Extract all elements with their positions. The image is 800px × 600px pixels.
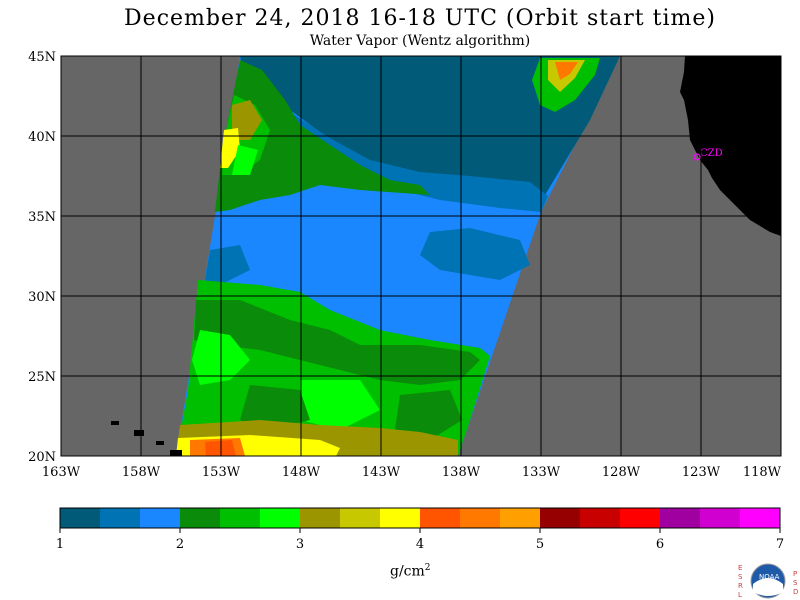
swath-west-yellow	[220, 128, 240, 168]
colorbar-swatch	[260, 508, 301, 528]
colorbar-swatch	[100, 508, 141, 528]
svg-text:S: S	[793, 579, 798, 587]
lon-tick-label: 138W	[442, 465, 481, 480]
swath-south-dark-2	[240, 385, 310, 430]
svg-text:E: E	[738, 564, 742, 572]
lon-tick-label: 133W	[522, 465, 561, 480]
swath-south-dark-3	[395, 390, 462, 440]
swath-center-blue	[420, 228, 530, 280]
svg-text:NOAA: NOAA	[759, 573, 780, 581]
lon-tick-label: 118W	[743, 465, 782, 480]
svg-text:R: R	[738, 582, 743, 590]
land-north-america	[680, 56, 781, 236]
lon-tick-label: 153W	[202, 465, 241, 480]
colorbar: 1 2 3 4 5 6 7	[56, 507, 784, 552]
svg-text:D: D	[793, 588, 798, 596]
lat-tick-label: 20N	[28, 450, 56, 465]
colorbar-swatch	[140, 508, 181, 528]
island-4	[170, 450, 182, 456]
graticule: 163W 158W 153W 148W 143W 138W 133W 128W 123W 118W…	[28, 50, 782, 480]
colorbar-swatch	[740, 508, 781, 528]
station-marker	[693, 153, 701, 161]
colorbar-tick-label: 2	[176, 537, 184, 552]
colorbar-tick-label: 4	[416, 537, 424, 552]
swath-west-green	[215, 60, 430, 212]
lat-tick-label: 25N	[28, 370, 56, 385]
colorbar-swatch	[380, 508, 421, 528]
colorbar-tick-label: 5	[536, 537, 544, 552]
swath-center-blue-2	[205, 245, 250, 285]
colorbar-swatch	[340, 508, 381, 528]
colorbar-swatch	[660, 508, 701, 528]
colorbar-swatch	[580, 508, 621, 528]
svg-text:P: P	[793, 570, 797, 578]
lat-tick-label: 45N	[28, 50, 56, 65]
lon-tick-label: 143W	[362, 465, 401, 480]
lon-tick-label: 163W	[42, 465, 81, 480]
colorbar-tick-label: 1	[56, 537, 64, 552]
lon-tick-label: 128W	[602, 465, 641, 480]
colorbar-swatch	[500, 508, 541, 528]
colorbar-swatch	[220, 508, 261, 528]
swath-west-olive	[232, 100, 262, 140]
colorbar-swatch	[540, 508, 581, 528]
noaa-esrl-psd-logo: NOAA E S R L P S D	[738, 563, 798, 599]
colorbar-tick-label: 3	[296, 537, 304, 552]
swath-west-lime	[232, 145, 258, 175]
colorbar-tick-label: 7	[776, 537, 784, 552]
lon-tick-label: 158W	[122, 465, 161, 480]
swath-south-dark	[194, 300, 480, 385]
island-1	[111, 421, 119, 425]
colorbar-swatch	[180, 508, 221, 528]
colorbar-swatch	[300, 508, 341, 528]
swath-dark-blue	[240, 56, 620, 195]
chart-subtitle: Water Vapor (Wentz algorithm)	[309, 33, 531, 49]
colorbar-units: g/cm2	[390, 563, 431, 580]
lat-tick-label: 30N	[28, 290, 56, 305]
svg-text:S: S	[738, 573, 743, 581]
colorbar-swatch	[60, 508, 101, 528]
island-3	[156, 441, 164, 445]
map-frame	[60, 55, 782, 457]
lat-tick-label: 35N	[28, 210, 56, 225]
swath-south-lime-2	[300, 380, 380, 430]
colorbar-swatch	[700, 508, 741, 528]
chart-title: December 24, 2018 16-18 UTC (Orbit start…	[124, 6, 716, 31]
colorbar-tick-label: 6	[656, 537, 664, 552]
swath-ne-patch-orange	[555, 62, 578, 80]
island-2	[134, 430, 144, 436]
colorbar-swatch	[460, 508, 501, 528]
lon-tick-label: 123W	[682, 465, 721, 480]
swath-mid-blue	[290, 112, 548, 212]
lon-tick-label: 148W	[282, 465, 321, 480]
colorbar-swatch	[620, 508, 661, 528]
lat-tick-label: 40N	[28, 130, 56, 145]
station-label: CZD	[700, 148, 723, 159]
colorbar-swatch	[420, 508, 461, 528]
svg-text:L: L	[738, 591, 742, 599]
